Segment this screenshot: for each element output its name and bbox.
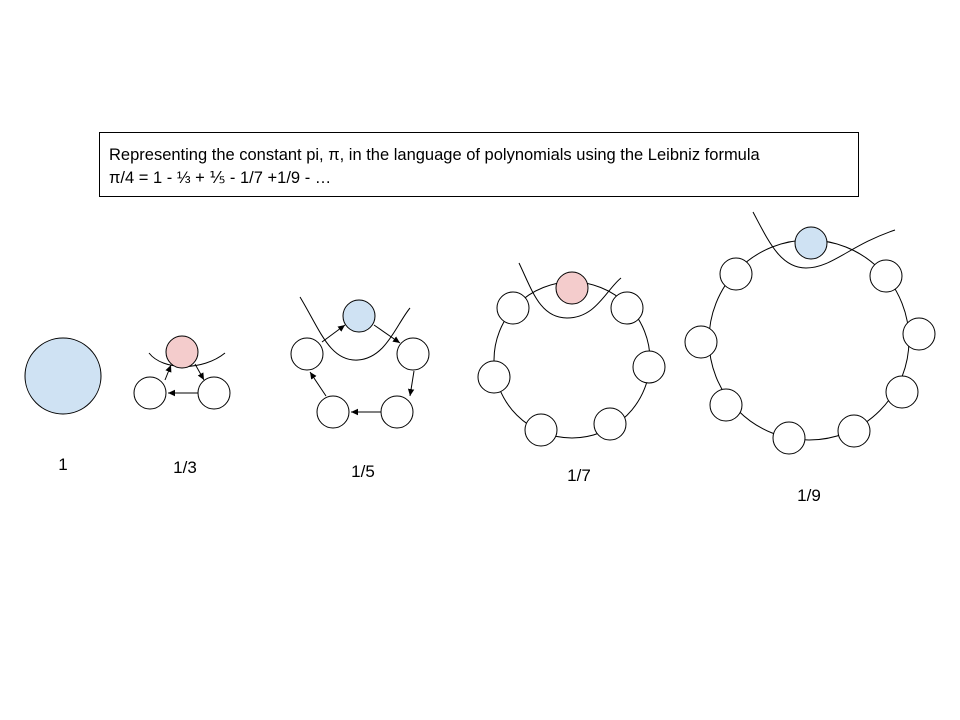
term-1-7-node [496, 291, 530, 325]
term-1-7-curve [518, 262, 622, 319]
term-1-9-node [719, 257, 753, 291]
term-1-5-node [380, 395, 414, 429]
term-1-3-node [133, 376, 167, 410]
term-1-5-node [396, 337, 430, 371]
term-1-7-node [524, 413, 558, 447]
term-1-5-curve [299, 296, 411, 361]
term-1-9-node [709, 388, 743, 422]
term-1-5-arrow [321, 324, 346, 343]
term-label-1-5: 1/5 [351, 462, 375, 481]
term-1-7-node [477, 360, 511, 394]
term-1-9-node [772, 421, 806, 455]
term-1-9-node [869, 259, 903, 293]
term-1-9-node [885, 375, 919, 409]
term-1-7-highlight-node [555, 271, 589, 305]
term-1-5-arrow [373, 324, 401, 344]
term-1-3-diagram [133, 335, 231, 410]
term-label-1-9: 1/9 [797, 486, 821, 505]
term-1-5-diagram [290, 296, 430, 429]
caption-line-1: Representing the constant pi, π, in the … [109, 146, 760, 164]
formula-caption-box: Representing the constant pi, π, in the … [99, 132, 859, 197]
term-1-5-arrow [407, 370, 415, 397]
term-1-9-node [902, 317, 936, 351]
term-1-diagram [24, 337, 102, 415]
term-label-1-3: 1/3 [173, 458, 197, 477]
term-1-3-arrow [194, 363, 205, 381]
term-1-5-node [290, 337, 324, 371]
term-1-5-node [316, 395, 350, 429]
term-1-7-node [593, 407, 627, 441]
term-1-5-arrow [309, 371, 327, 397]
term-1-5-highlight-node [342, 299, 376, 333]
term-1-3-node [197, 376, 231, 410]
term-label-1-7: 1/7 [567, 466, 591, 485]
caption-line-2: π/4 = 1 - ⅓ + ⅕ - 1/7 +1/9 - … [109, 169, 332, 187]
term-1-9-curve [752, 211, 896, 269]
term-1-7-node [610, 291, 644, 325]
term-1-3-highlight-node [165, 335, 199, 369]
term-1-7-node [632, 350, 666, 384]
term-1-9-highlight-node [794, 226, 828, 260]
term-1-9-node [684, 325, 718, 359]
term-1-9-diagram [684, 211, 936, 455]
term-label-1: 1 [58, 455, 68, 474]
term-1-circle [24, 337, 102, 415]
term-1-3-arrow [164, 364, 172, 381]
term-1-9-node [837, 414, 871, 448]
term-1-7-diagram [477, 262, 666, 447]
